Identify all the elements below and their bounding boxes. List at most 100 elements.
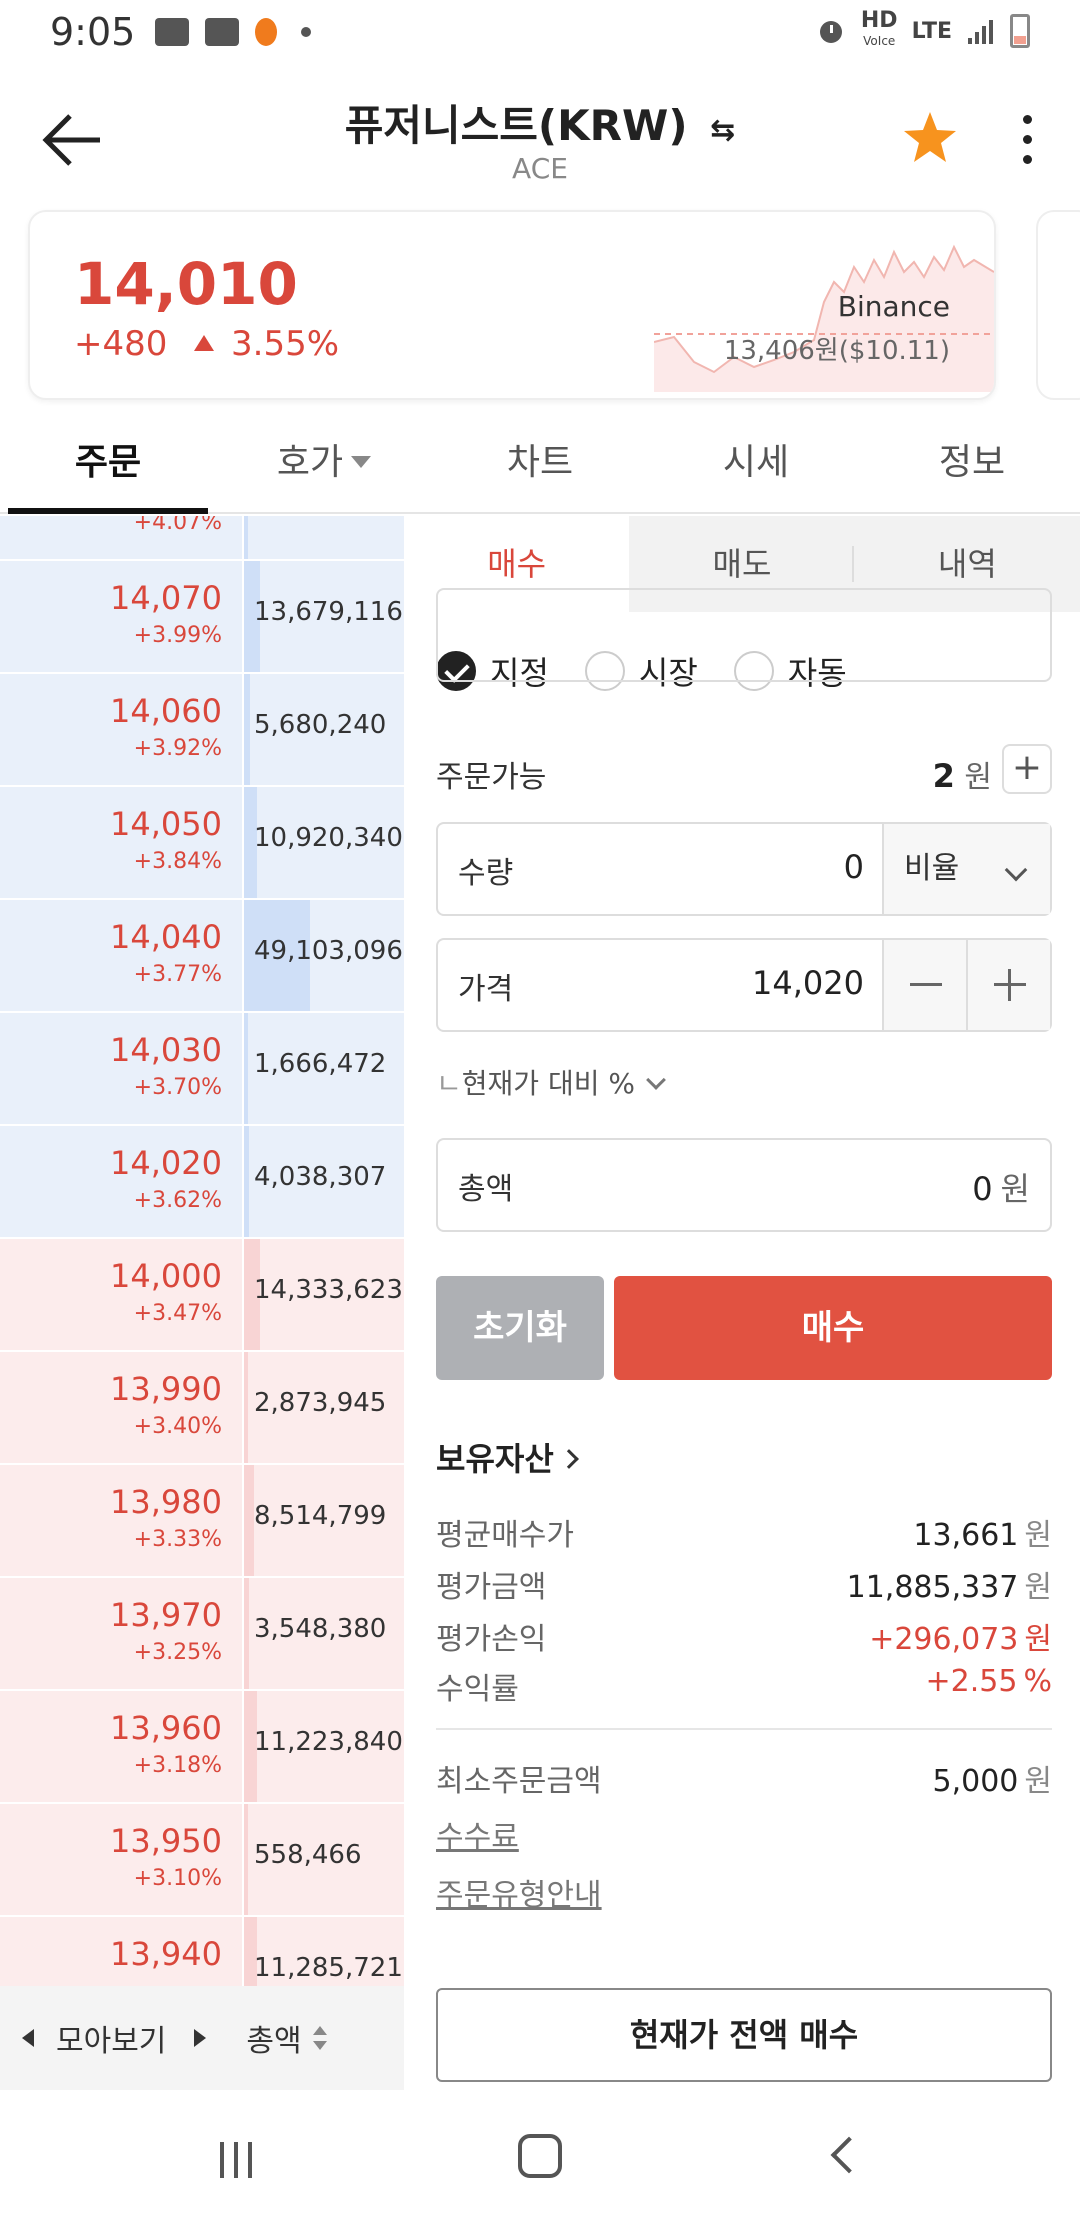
next-triangle-icon[interactable] bbox=[194, 2029, 207, 2047]
orderbook-volume: 13,679,116 bbox=[254, 597, 403, 627]
orderbook-row[interactable]: 13,950 +3.10% 558,466 bbox=[0, 1804, 404, 1917]
recent-apps-icon[interactable] bbox=[218, 2142, 258, 2178]
price-input[interactable]: 가격 14,020 bbox=[436, 938, 1052, 1032]
orderbook-price: 14,020 bbox=[110, 1144, 222, 1182]
orderbook-price: 13,980 bbox=[110, 1483, 222, 1521]
change-amount: +480 bbox=[74, 324, 168, 364]
ratio-dropdown[interactable]: 비율 bbox=[882, 824, 1050, 914]
sort-label[interactable]: 총액 bbox=[246, 2024, 302, 2059]
radio-market[interactable] bbox=[584, 651, 625, 691]
buy-button[interactable]: 매수 bbox=[614, 1276, 1052, 1380]
orderbook-row[interactable]: 14,050 +3.84% 10,920,340 bbox=[0, 787, 404, 900]
column-divider bbox=[242, 1013, 244, 1124]
back-arrow-icon[interactable] bbox=[40, 110, 106, 170]
quantity-field[interactable] bbox=[436, 588, 1052, 682]
change-percent: 3.55% bbox=[231, 324, 340, 364]
chevron-down-icon bbox=[1004, 858, 1028, 882]
orderbook-price: 13,990 bbox=[110, 1370, 222, 1408]
home-icon[interactable] bbox=[518, 2134, 562, 2178]
full-buy-button[interactable]: 현재가 전액 매수 bbox=[436, 1988, 1052, 2082]
orderbook-percent: +3.18% bbox=[133, 1753, 222, 1778]
column-divider bbox=[242, 674, 244, 785]
orderbook-row[interactable]: 14,070 +3.99% 13,679,116 bbox=[0, 561, 404, 674]
orderbook-row[interactable]: 14,040 +3.77% 49,103,096 bbox=[0, 900, 404, 1013]
price-plus-button[interactable] bbox=[966, 940, 1050, 1030]
reset-button[interactable]: 초기화 bbox=[436, 1276, 604, 1380]
chevron-down-icon bbox=[351, 456, 372, 468]
up-arrow-icon bbox=[194, 335, 215, 351]
radio-limit-label[interactable]: 지정 bbox=[490, 654, 549, 692]
orderbook-row[interactable]: 14,030 +3.70% 1,666,472 bbox=[0, 1013, 404, 1126]
orderbook-row[interactable]: 14,000 +3.47% 14,333,623 bbox=[0, 1239, 404, 1352]
next-card-peek[interactable] bbox=[1036, 210, 1080, 400]
volume-bar bbox=[244, 1239, 260, 1350]
orderbook-row[interactable]: 14,060 +3.92% 5,680,240 bbox=[0, 674, 404, 787]
orderbook-volume: 4,038,307 bbox=[254, 1162, 387, 1192]
deposit-plus-button[interactable]: + bbox=[1002, 744, 1052, 794]
orderbook-percent: +3.70% bbox=[133, 1075, 222, 1100]
orderbook-row[interactable]: 13,990 +3.40% 2,873,945 bbox=[0, 1352, 404, 1465]
orderbook-row[interactable]: +4.07% bbox=[0, 516, 404, 561]
radio-market-label[interactable]: 시장 bbox=[638, 654, 698, 692]
radio-auto-label[interactable]: 자동 bbox=[787, 654, 847, 692]
available-value: 2 원 bbox=[932, 757, 992, 795]
more-menu-icon[interactable] bbox=[1010, 110, 1044, 170]
orderbook-volume: 14,333,623 bbox=[254, 1275, 403, 1305]
prev-triangle-icon[interactable] bbox=[22, 2029, 34, 2047]
price-value[interactable]: 14,020 bbox=[752, 964, 864, 1002]
compare-current-price[interactable]: ㄴ현재가 대비 % bbox=[436, 1062, 666, 1102]
column-divider bbox=[242, 1804, 244, 1915]
available-label: 주문가능 bbox=[436, 760, 547, 795]
orderbook-percent: +3.62% bbox=[133, 1188, 222, 1213]
tab-sell[interactable]: 매도 bbox=[712, 545, 772, 583]
volume-bar bbox=[244, 1013, 248, 1124]
sort-icon[interactable] bbox=[312, 2024, 328, 2052]
orderbook-percent: +3.47% bbox=[133, 1301, 222, 1326]
holdings-title[interactable]: 보유자산 bbox=[436, 1434, 579, 1480]
swap-icon[interactable]: ⇆ bbox=[710, 113, 736, 148]
price-card[interactable]: 14,010 +480 3.55% Binance 13,406원($10.11… bbox=[28, 210, 996, 400]
volume-bar bbox=[244, 1691, 257, 1802]
tab-orderbook[interactable]: 호가 bbox=[216, 418, 432, 512]
orderbook-price: 13,970 bbox=[110, 1596, 222, 1634]
current-price: 14,010 bbox=[74, 250, 298, 318]
volume-bar bbox=[244, 787, 257, 898]
quantity-value[interactable]: 0 bbox=[843, 848, 864, 886]
orderbook-row[interactable]: 13,960 +3.18% 11,223,840 bbox=[0, 1691, 404, 1804]
volume-bar bbox=[244, 1804, 248, 1915]
tab-chart[interactable]: 차트 bbox=[506, 442, 574, 483]
volume-bar bbox=[244, 1578, 249, 1689]
page-title[interactable]: 퓨저니스트(KRW) ⇆ bbox=[0, 92, 1080, 153]
orderbook-row[interactable]: 13,970 +3.25% 3,548,380 bbox=[0, 1578, 404, 1691]
orderbook-row[interactable]: 14,020 +3.62% 4,038,307 bbox=[0, 1126, 404, 1239]
quantity-input[interactable]: 수량 0 비율 bbox=[436, 822, 1052, 916]
available-row: 주문가능 2 원 + bbox=[436, 744, 1052, 796]
orderbook-volume: 558,466 bbox=[254, 1840, 362, 1870]
radio-limit[interactable] bbox=[436, 651, 476, 691]
orderbook-row[interactable]: 13,940 11,285,721 bbox=[0, 1917, 404, 1986]
price-minus-button[interactable] bbox=[882, 940, 966, 1030]
ratio-label: 비율 bbox=[904, 851, 960, 886]
order-type-guide-link[interactable]: 주문유형안내 bbox=[436, 1878, 602, 1913]
orderbook-price: 14,050 bbox=[110, 805, 222, 843]
back-icon[interactable] bbox=[830, 2136, 868, 2174]
favorite-star-icon[interactable] bbox=[900, 108, 960, 168]
hd-voice-label: HD VoIce bbox=[860, 8, 898, 49]
coin-symbol: ACE bbox=[512, 152, 568, 185]
orderbook-row[interactable]: 13,980 +3.33% 8,514,799 bbox=[0, 1465, 404, 1578]
orderbook-percent: +3.92% bbox=[133, 736, 222, 761]
tab-buy[interactable]: 매수 bbox=[404, 516, 630, 612]
tab-market[interactable]: 시세 bbox=[722, 442, 790, 483]
fee-link[interactable]: 수수료 bbox=[436, 1820, 519, 1855]
orderbook-price: 14,000 bbox=[110, 1257, 222, 1295]
tab-info[interactable]: 정보 bbox=[938, 442, 1006, 483]
radio-auto[interactable] bbox=[733, 651, 774, 691]
view-toggle-label[interactable]: 모아보기 bbox=[56, 2024, 167, 2059]
tab-order[interactable]: 주문 bbox=[0, 418, 216, 514]
chevron-right-icon bbox=[558, 1449, 579, 1469]
app-header: 퓨저니스트(KRW) ⇆ ACE bbox=[0, 80, 1080, 200]
orderbook-volume: 11,223,840 bbox=[254, 1727, 403, 1757]
tab-history[interactable]: 내역 bbox=[937, 545, 997, 583]
